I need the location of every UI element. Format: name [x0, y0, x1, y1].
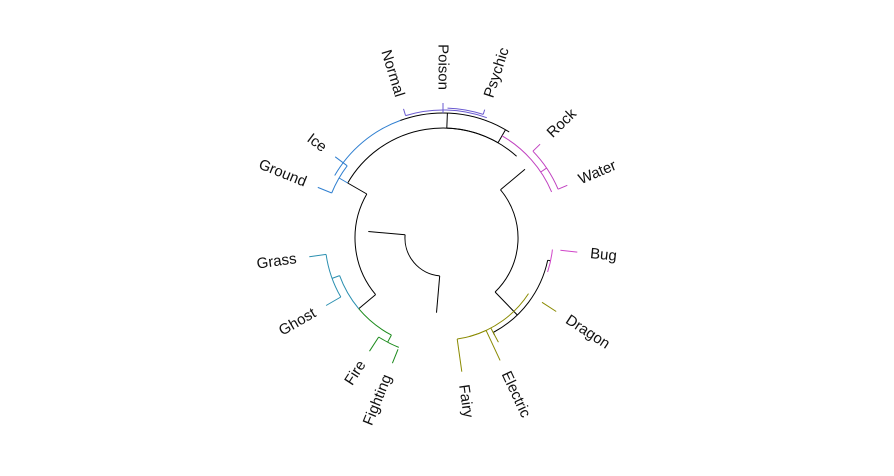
leaf-label-poison: Poison: [435, 44, 452, 90]
leaf-tip-fire: [369, 336, 380, 352]
leaf-label-electric: Electric: [498, 369, 534, 421]
leaf-label-grass: Grass: [256, 250, 298, 272]
leaf-tip-ice: [334, 156, 348, 167]
cluster-branch-ground: [338, 177, 348, 184]
leaf-tip-grass: [309, 253, 327, 258]
cluster-branch-grass: [331, 275, 340, 279]
leaf-label-fire: Fire: [341, 357, 369, 388]
trunk-branch: [446, 113, 448, 129]
cluster-branch-fire: [387, 334, 392, 343]
leaf-label-ghost: Ghost: [276, 304, 320, 339]
cluster-branch-rock: [540, 167, 547, 173]
trunk-branch: [347, 182, 368, 195]
trunk-arc: [492, 260, 549, 333]
cluster-arc-fire: [358, 308, 392, 336]
leaf-tip-dragon: [541, 301, 557, 312]
leaf-tip-water: [557, 184, 568, 190]
cluster-arc-grass: [339, 275, 360, 310]
cluster-arc-ground: [334, 120, 401, 176]
cluster-arc-ground: [331, 165, 348, 194]
cluster-arc-normal: [405, 109, 487, 119]
leaf-tip-ghost: [325, 296, 342, 306]
dendrogram-branches: [309, 103, 578, 372]
cluster-arc-rock: [501, 135, 553, 193]
trunk-branch: [497, 129, 506, 143]
leaf-label-bug: Bug: [589, 245, 617, 265]
leaf-label-fairy: Fairy: [455, 383, 477, 419]
trunk-arc: [354, 193, 376, 295]
cluster-arc-bug: [547, 249, 553, 273]
trunk-arc: [446, 127, 499, 144]
leaf-label-rock: Rock: [544, 105, 581, 141]
cluster-branch-dragon: [494, 334, 499, 343]
leaf-tip-ground: [317, 186, 332, 194]
trunk-branch: [500, 168, 526, 191]
leaf-label-water: Water: [576, 157, 619, 188]
trunk-branch: [368, 231, 406, 236]
leaf-tip-fighting: [391, 349, 399, 364]
cluster-arc-dragon: [469, 293, 529, 337]
cluster-arc-grass: [325, 254, 342, 298]
root-arc: [404, 234, 440, 277]
leaf-label-normal: Normal: [377, 48, 407, 99]
cluster-branch-dragon: [490, 327, 496, 336]
trunk-branch: [358, 294, 376, 310]
leaf-label-fighting: Fighting: [360, 372, 396, 428]
leaf-tip-electric: [485, 330, 501, 361]
leaf-tip-rock: [532, 143, 541, 152]
cluster-arc-fire: [378, 336, 399, 348]
trunk-arc: [494, 189, 519, 293]
trunk-branch: [436, 275, 441, 313]
trunk-arc: [347, 127, 517, 184]
leaf-tip-bug: [560, 249, 578, 253]
cluster-arc-rock: [532, 150, 559, 190]
cluster-arc-dragon: [457, 329, 487, 340]
leaf-label-ice: Ice: [304, 130, 330, 156]
leaf-tip-psychic: [482, 109, 486, 115]
leaf-label-ground: Ground: [256, 156, 309, 191]
leaf-tip-fairy: [456, 338, 463, 372]
trunk-arc: [400, 112, 510, 133]
leaf-tip-normal: [403, 108, 407, 116]
leaf-label-psychic: Psychic: [481, 45, 513, 100]
leaf-label-dragon: Dragon: [562, 311, 613, 352]
